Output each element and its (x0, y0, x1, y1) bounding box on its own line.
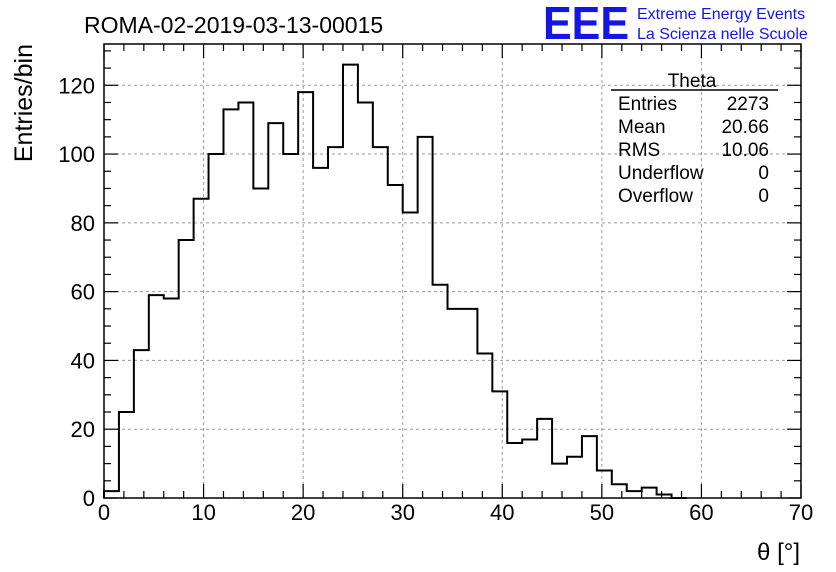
y-tick-label: 0 (83, 486, 95, 511)
stats-row-value: 0 (758, 163, 769, 184)
stats-row-value: 2273 (727, 94, 769, 115)
x-tick-label: 30 (390, 500, 414, 525)
logo-line-1: Extreme Energy Events (637, 6, 805, 23)
eee-logo-mark: EEE (543, 0, 629, 49)
y-tick-label: 80 (71, 211, 95, 236)
stats-row-label: Entries (618, 94, 677, 115)
x-tick-label: 0 (98, 500, 110, 525)
histogram-step-line (103, 63, 687, 499)
x-tick-label: 40 (490, 500, 514, 525)
stats-row-label: Underflow (618, 163, 704, 184)
stats-row-value: 10.06 (721, 140, 769, 161)
y-tick-label: 60 (71, 280, 95, 305)
y-axis-label: Entries/bin (10, 44, 38, 162)
plot-frame (103, 43, 802, 499)
eee-logo: EEE Extreme Energy Events La Scienza nel… (543, 0, 808, 49)
y-tick-label: 20 (71, 417, 95, 442)
y-tick-label: 120 (58, 73, 95, 98)
stats-row-value: 0 (758, 186, 769, 207)
y-tick-label: 40 (71, 348, 95, 373)
x-axis-label: θ [°] (757, 539, 800, 566)
x-tick-labels: 0 10 20 30 40 50 60 70 (98, 500, 813, 525)
y-tick-labels: 0 20 40 60 80 100 120 (58, 73, 95, 511)
stats-title: Theta (668, 71, 717, 92)
x-tick-label: 50 (590, 500, 614, 525)
x-tick-label: 20 (291, 500, 315, 525)
stats-rows: Entries 2273 Mean 20.66 RMS 10.06 Underflow 0 Ov… (618, 94, 769, 207)
stats-row-value: 20.66 (721, 117, 769, 138)
logo-line-2: La Scienza nelle Scuole (637, 26, 808, 43)
axis-ticks (103, 44, 802, 499)
x-tick-label: 70 (789, 500, 813, 525)
stats-box: Theta Entries 2273 Mean 20.66 RMS 10.06 Underf… (611, 71, 778, 207)
x-tick-label: 10 (191, 500, 215, 525)
stats-row-label: RMS (618, 140, 660, 161)
x-tick-label: 60 (689, 500, 713, 525)
stats-row-label: Mean (618, 117, 666, 138)
stats-row-label: Overflow (618, 186, 693, 207)
chart-title: ROMA-02-2019-03-13-00015 (84, 12, 383, 38)
y-tick-label: 100 (58, 142, 95, 167)
grid-lines (104, 44, 801, 498)
